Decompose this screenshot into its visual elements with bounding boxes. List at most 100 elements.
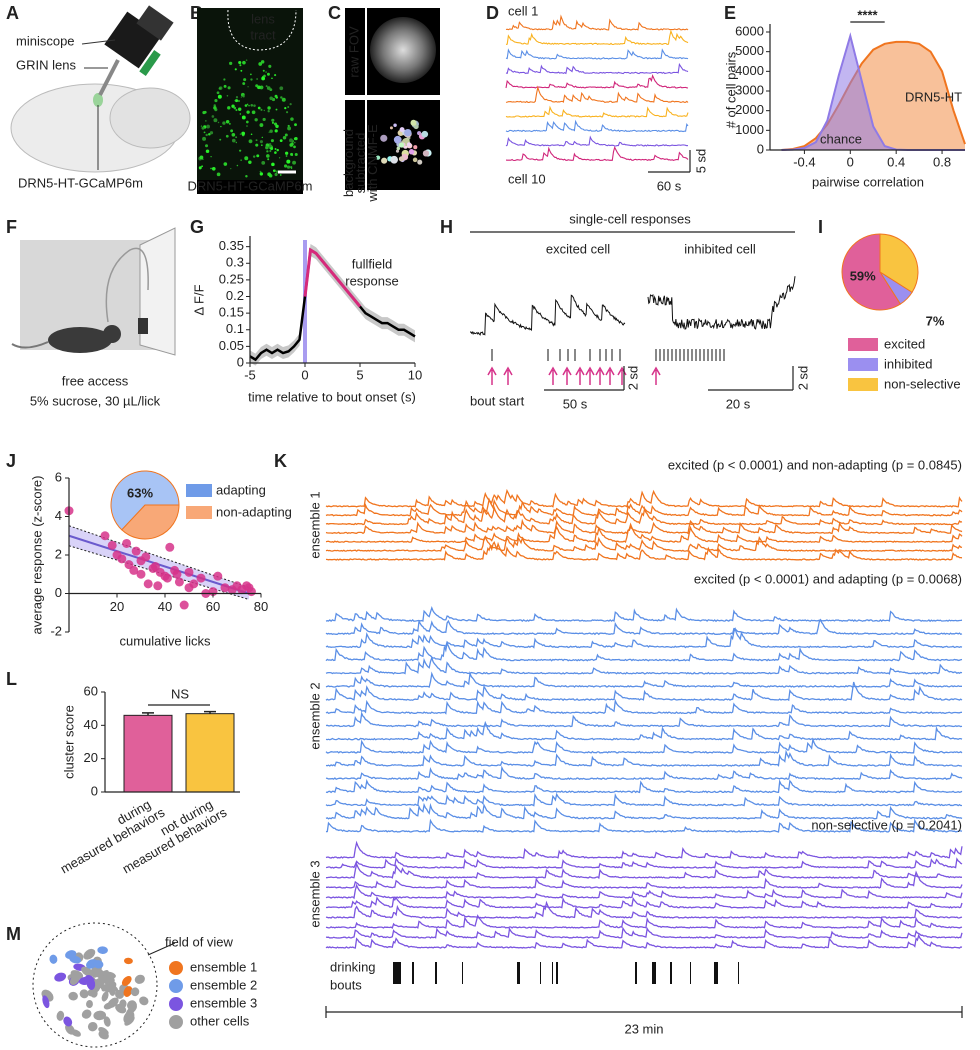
y-tick-label: 1000	[735, 122, 764, 137]
panel-letter: I	[818, 217, 823, 237]
panel-letter: M	[6, 924, 21, 944]
cell	[244, 104, 248, 107]
legend-label: non-adapting	[216, 504, 292, 519]
cell	[97, 946, 108, 954]
trace	[505, 62, 689, 75]
trace	[505, 85, 689, 104]
point	[129, 565, 139, 575]
mouse-head	[103, 325, 121, 343]
bout	[462, 962, 463, 984]
cell	[413, 145, 418, 150]
cell	[123, 986, 133, 997]
cell	[223, 162, 228, 166]
cell	[206, 124, 210, 129]
cell	[246, 120, 249, 124]
x-tick-label: 0.4	[887, 154, 905, 169]
sem-band	[250, 243, 415, 366]
trace	[325, 792, 962, 807]
point	[153, 581, 163, 591]
x-tick-label: 20	[110, 599, 124, 614]
y-axis-label: Δ F/F	[191, 284, 206, 315]
cell	[410, 119, 417, 126]
trace	[325, 505, 963, 526]
pie-slice	[110, 470, 180, 531]
legend-swatch	[848, 358, 878, 371]
label: excited cell	[546, 241, 610, 256]
cell	[270, 146, 274, 151]
cell	[275, 108, 278, 111]
y-tick-label: 0	[55, 585, 62, 600]
shape	[197, 180, 303, 194]
cell	[289, 138, 293, 143]
cell	[205, 144, 209, 148]
cell	[247, 86, 249, 88]
trace	[326, 896, 963, 909]
cell	[275, 124, 279, 129]
panel-letter: G	[190, 217, 204, 237]
bout	[690, 962, 691, 984]
point	[100, 531, 110, 541]
cell	[287, 124, 290, 128]
y-tick-label: 2	[55, 546, 62, 561]
cell	[267, 110, 270, 113]
y-tick-label: 4000	[735, 63, 764, 78]
cell	[235, 141, 238, 144]
significance: NS	[171, 686, 189, 701]
label-line: background	[341, 129, 356, 197]
cell	[205, 120, 207, 122]
pie-slice	[121, 504, 180, 540]
label: 5% sucrose, 30 µL/lick	[30, 393, 161, 408]
cell	[265, 85, 268, 88]
cell	[271, 162, 275, 167]
cell	[205, 133, 208, 137]
cell	[267, 106, 271, 110]
cell	[93, 1010, 107, 1021]
cell	[103, 1016, 111, 1027]
cell	[254, 118, 258, 122]
x-axis-label: cumulative licks	[119, 633, 211, 648]
cell	[417, 159, 423, 165]
y-tick-label: 0.35	[219, 238, 244, 253]
trace	[505, 14, 689, 31]
cell	[269, 96, 274, 101]
cell	[211, 115, 215, 118]
label: DRN5-HT-GCaMP6m	[188, 178, 313, 193]
cell	[200, 125, 203, 127]
cell	[240, 96, 242, 98]
cell	[265, 145, 269, 150]
cell	[261, 76, 266, 81]
legend-swatch	[848, 338, 878, 351]
point	[172, 569, 182, 579]
shape	[345, 8, 365, 95]
cell	[242, 95, 245, 98]
cell	[216, 91, 220, 95]
cell	[261, 161, 266, 165]
panel-letter: L	[6, 669, 17, 689]
y-tick-label: -2	[50, 623, 62, 638]
legend-label: non-selective	[884, 376, 961, 391]
cell	[265, 71, 267, 73]
cell	[393, 123, 397, 127]
point	[131, 546, 141, 556]
legend-label: ensemble 1	[190, 959, 257, 974]
trace	[325, 840, 963, 859]
trace	[325, 857, 963, 869]
cell	[54, 972, 67, 982]
cell	[87, 989, 96, 997]
cell	[290, 117, 294, 121]
cell	[104, 971, 116, 979]
cell	[134, 974, 145, 984]
cell	[239, 64, 242, 67]
cell	[273, 169, 275, 172]
cell	[216, 172, 221, 177]
cell	[278, 157, 281, 159]
bout	[517, 962, 520, 984]
cell	[203, 131, 206, 134]
cell	[219, 138, 222, 141]
y-tick-label: 0.05	[219, 338, 244, 353]
trace	[325, 749, 963, 767]
cell	[248, 104, 250, 107]
trace	[325, 670, 962, 688]
y-tick-label: 0.25	[219, 271, 244, 286]
cell	[255, 143, 259, 147]
